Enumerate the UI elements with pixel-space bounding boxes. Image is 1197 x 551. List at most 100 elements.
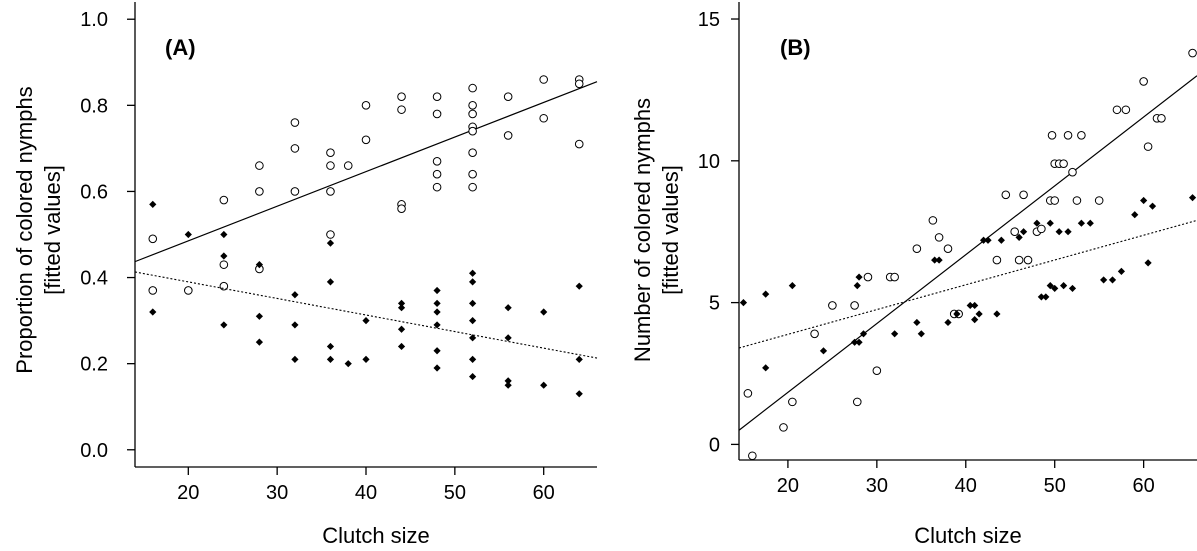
data-point-filled-diamond <box>575 390 583 398</box>
data-point-open-circle <box>1047 130 1057 140</box>
data-point-filled-diamond <box>291 355 299 363</box>
data-point-open-circle <box>574 79 584 89</box>
data-point-filled-diamond <box>762 290 770 298</box>
data-point-filled-diamond <box>1042 293 1050 301</box>
data-point-open-circle <box>397 204 406 213</box>
data-point-open-circle <box>1068 167 1077 177</box>
data-point-open-circle <box>468 148 477 157</box>
data-point-open-circle <box>468 83 477 93</box>
data-point-filled-diamond <box>220 252 228 260</box>
data-point-open-circle <box>1059 159 1068 168</box>
data-point-open-circle <box>219 195 229 205</box>
data-point-open-circle <box>432 157 442 166</box>
data-point-open-circle <box>1094 196 1104 205</box>
data-point-open-circle <box>872 366 882 375</box>
x-tick-label: 20 <box>177 482 199 504</box>
data-point-filled-diamond <box>855 338 863 346</box>
data-point-filled-diamond <box>935 256 943 264</box>
data-point-open-circle <box>1063 130 1073 140</box>
data-point-filled-diamond <box>1068 284 1077 293</box>
data-point-filled-diamond <box>149 308 157 316</box>
data-point-open-circle <box>326 148 335 157</box>
data-point-open-circle <box>432 169 442 179</box>
data-point-open-circle <box>432 92 442 102</box>
data-point-filled-diamond <box>913 318 921 327</box>
panel-label: (A) <box>165 35 196 60</box>
data-point-filled-diamond <box>255 261 263 269</box>
data-point-open-circle <box>1014 255 1024 265</box>
y-tick-label: 0.8 <box>80 95 108 117</box>
data-point-filled-diamond <box>739 299 748 307</box>
data-point-filled-diamond <box>469 334 477 342</box>
data-point-filled-diamond <box>984 236 992 244</box>
data-point-open-circle <box>255 161 264 170</box>
data-point-open-circle <box>290 118 300 127</box>
dotted-trend-line <box>134 271 598 359</box>
data-point-open-circle <box>432 109 442 119</box>
data-point-open-circle <box>1139 77 1148 86</box>
data-point-open-circle <box>343 161 353 170</box>
data-point-open-circle <box>290 187 300 196</box>
data-point-open-circle <box>326 187 335 196</box>
data-point-filled-diamond <box>184 230 192 239</box>
data-point-filled-diamond <box>1019 228 1028 236</box>
data-point-filled-diamond <box>326 278 335 286</box>
data-point-filled-diamond <box>851 338 859 346</box>
data-point-filled-diamond <box>469 278 477 286</box>
data-point-filled-diamond <box>504 334 512 342</box>
data-point-open-circle <box>468 126 477 136</box>
y-axis-label-line-2: [fitted values] <box>40 165 65 295</box>
data-point-open-circle <box>539 75 548 84</box>
data-point-filled-diamond <box>291 291 299 299</box>
data-point-filled-diamond <box>504 304 512 312</box>
data-point-open-circle <box>748 451 757 461</box>
data-point-open-circle <box>1037 224 1046 234</box>
data-point-filled-diamond <box>469 299 477 307</box>
data-point-open-circle <box>397 92 406 102</box>
data-point-filled-diamond <box>326 355 335 363</box>
data-point-filled-diamond <box>1033 219 1041 227</box>
data-point-filled-diamond <box>469 317 477 325</box>
data-point-filled-diamond <box>469 269 477 277</box>
data-point-filled-diamond <box>469 355 477 363</box>
data-point-open-circle <box>810 329 819 339</box>
data-point-filled-diamond <box>255 312 263 320</box>
data-point-filled-diamond <box>1188 194 1197 202</box>
data-point-open-circle <box>468 101 477 110</box>
data-point-open-circle <box>1010 227 1019 237</box>
data-point-filled-diamond <box>575 355 583 363</box>
data-point-open-circle <box>468 109 477 119</box>
data-point-filled-diamond <box>1077 219 1085 227</box>
data-point-filled-diamond <box>1108 276 1117 284</box>
series-2 <box>738 194 1197 372</box>
data-point-open-circle <box>743 389 753 398</box>
x-tick-label: 40 <box>955 475 977 497</box>
data-point-filled-diamond <box>1046 281 1054 290</box>
panel-a: (A) Clutch size Proportion of colored ny… <box>12 2 598 548</box>
y-tick-label: 0.2 <box>80 354 108 376</box>
data-point-open-circle <box>1023 255 1033 265</box>
x-tick-label: 50 <box>1044 475 1066 497</box>
y-tick-label: 10 <box>698 151 720 173</box>
data-point-open-circle <box>992 255 1002 265</box>
data-point-filled-diamond <box>1148 202 1157 210</box>
data-point-filled-diamond <box>762 364 770 372</box>
series-1 <box>738 48 1197 461</box>
series-2 <box>134 200 598 398</box>
data-point-open-circle <box>1157 113 1166 123</box>
data-point-filled-diamond <box>433 321 441 329</box>
data-point-filled-diamond <box>397 299 406 307</box>
data-point-filled-diamond <box>1140 196 1148 205</box>
data-point-filled-diamond <box>149 200 157 208</box>
x-tick-label: 30 <box>266 482 288 504</box>
x-axis-label: Clutch size <box>914 523 1022 548</box>
series-1 <box>134 75 598 295</box>
data-point-open-circle <box>397 105 406 114</box>
data-point-filled-diamond <box>1144 259 1152 267</box>
data-point-filled-diamond <box>1051 284 1059 293</box>
data-point-filled-diamond <box>1100 276 1108 284</box>
data-point-filled-diamond <box>433 347 441 355</box>
data-point-open-circle <box>503 92 513 102</box>
data-point-open-circle <box>1019 190 1028 200</box>
